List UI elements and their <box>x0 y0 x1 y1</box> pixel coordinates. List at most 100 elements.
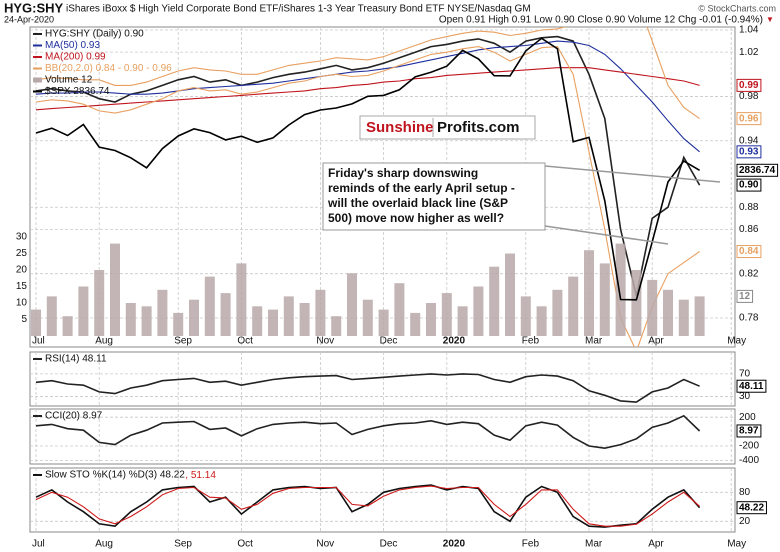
volume-bar <box>236 263 247 336</box>
annotation-line: Friday's sharp downswing <box>328 166 478 180</box>
value-tag-label: 0.96 <box>739 113 759 124</box>
value-tag <box>736 178 762 192</box>
volume-bar <box>599 263 610 336</box>
legend-label: Slow STO %K(14) %D(3) 48.22 <box>45 470 185 481</box>
y-tick-label: 0.78 <box>739 313 759 324</box>
x-tick-label: May <box>727 336 746 347</box>
volume-bar <box>362 299 373 336</box>
volume-bar <box>331 316 342 336</box>
trend-line <box>544 225 669 245</box>
volume-bar <box>473 286 484 336</box>
legend-label: RSI(14) 48.11 <box>45 354 107 365</box>
volume-bar <box>552 289 563 336</box>
volume-bar <box>78 286 89 336</box>
y-tick-label: 0.94 <box>739 135 759 146</box>
volume-bar <box>347 273 357 336</box>
series-line <box>35 27 700 120</box>
value-tag-label: 0.90 <box>739 180 759 191</box>
volume-tick-label: 30 <box>16 232 28 243</box>
series-line <box>35 46 700 347</box>
volume-bar <box>31 309 41 336</box>
x-tick-label: Dec <box>380 539 398 550</box>
x-tick-label: Apr <box>648 539 664 550</box>
volume-tick-label: 10 <box>16 298 28 309</box>
legend-label: MA(50) 0.93 <box>45 40 100 51</box>
y-tick-label: 30 <box>739 391 751 402</box>
x-tick-label: Sep <box>174 539 192 550</box>
volume-bar <box>141 306 152 336</box>
annotation-box <box>322 162 546 231</box>
volume-tick-label: 15 <box>16 281 28 292</box>
value-tag-label: 0.84 <box>739 246 759 257</box>
volume-bar <box>110 243 120 336</box>
logo-box <box>359 115 536 140</box>
x-tick-label: May <box>727 539 746 550</box>
value-tag <box>736 289 754 303</box>
value-tag-label: 2836.74 <box>739 165 776 176</box>
y-tick-label: -200 <box>739 441 759 452</box>
x-tick-label: Oct <box>237 336 253 347</box>
y-tick-label: 0.82 <box>739 268 759 279</box>
annotation-line: will the overlaid black line (S&P <box>327 196 508 210</box>
y-tick-label: 1.02 <box>739 47 759 58</box>
value-tag <box>736 379 767 393</box>
plot-area <box>30 352 735 406</box>
plot-area <box>30 409 735 464</box>
y-tick-label: 0.98 <box>739 91 759 102</box>
volume-bar <box>647 279 658 336</box>
x-tick-label: Nov <box>316 539 334 550</box>
x-tick-label: 2020 <box>443 539 466 550</box>
value-tag-label: 0.99 <box>739 80 759 91</box>
y-tick-label: 0.88 <box>739 202 759 213</box>
x-tick-label: Oct <box>237 539 253 550</box>
value-tag-label: 8.97 <box>739 426 759 437</box>
series-line <box>35 37 701 301</box>
logo-part: Sunshine <box>366 119 434 136</box>
volume-bar <box>426 303 436 336</box>
volume-bar <box>615 243 626 336</box>
annotation-line: reminds of the early April setup - <box>328 181 515 195</box>
value-tag <box>736 112 762 126</box>
volume-bar <box>62 316 73 336</box>
series-line <box>35 484 701 528</box>
volume-bar <box>94 270 105 336</box>
panel-frame <box>29 408 736 465</box>
volume-bar <box>631 270 642 336</box>
legend-label: HYG:SHY (Daily) 0.90 <box>45 29 144 40</box>
volume-bar <box>283 296 294 336</box>
x-tick-label: 2020 <box>443 336 466 347</box>
volume-bar <box>584 250 594 336</box>
value-tag <box>736 245 762 259</box>
y-tick-label: 1.04 <box>739 25 759 36</box>
series-line <box>35 373 700 403</box>
x-tick-label: Jul <box>32 539 45 550</box>
y-tick-label: 20 <box>739 516 751 527</box>
x-tick-label: Mar <box>585 336 603 347</box>
series-line <box>35 35 701 296</box>
series-line <box>35 414 701 450</box>
plot-area <box>30 27 735 347</box>
value-tag <box>736 163 779 177</box>
down-arrow: ▼ <box>766 15 774 24</box>
volume-bar <box>678 299 689 336</box>
legend-label: , 51.14 <box>185 470 216 481</box>
x-tick-label: Apr <box>648 336 664 347</box>
y-tick-label: 70 <box>739 369 751 380</box>
date: 24-Apr-2020 <box>4 14 54 24</box>
volume-bar <box>489 266 500 336</box>
value-tag-label: 0.93 <box>739 146 759 157</box>
legend-label: MA(200) 0.99 <box>45 52 106 63</box>
volume-bar <box>268 309 278 336</box>
y-tick-label: -400 <box>739 455 759 466</box>
quote: Open 0.91 High 0.91 Low 0.90 Close 0.90 … <box>439 15 763 26</box>
value-tag <box>736 501 767 515</box>
volume-bar <box>299 303 310 336</box>
volume-bar <box>125 303 136 336</box>
series-line <box>35 67 700 111</box>
description: iShares iBoxx $ High Yield Corporate Bon… <box>66 4 531 15</box>
value-tag-label: 12 <box>739 291 751 302</box>
y-tick-label: 0.86 <box>739 224 759 235</box>
volume-bar <box>520 296 531 336</box>
x-tick-label: Jul <box>32 336 45 347</box>
